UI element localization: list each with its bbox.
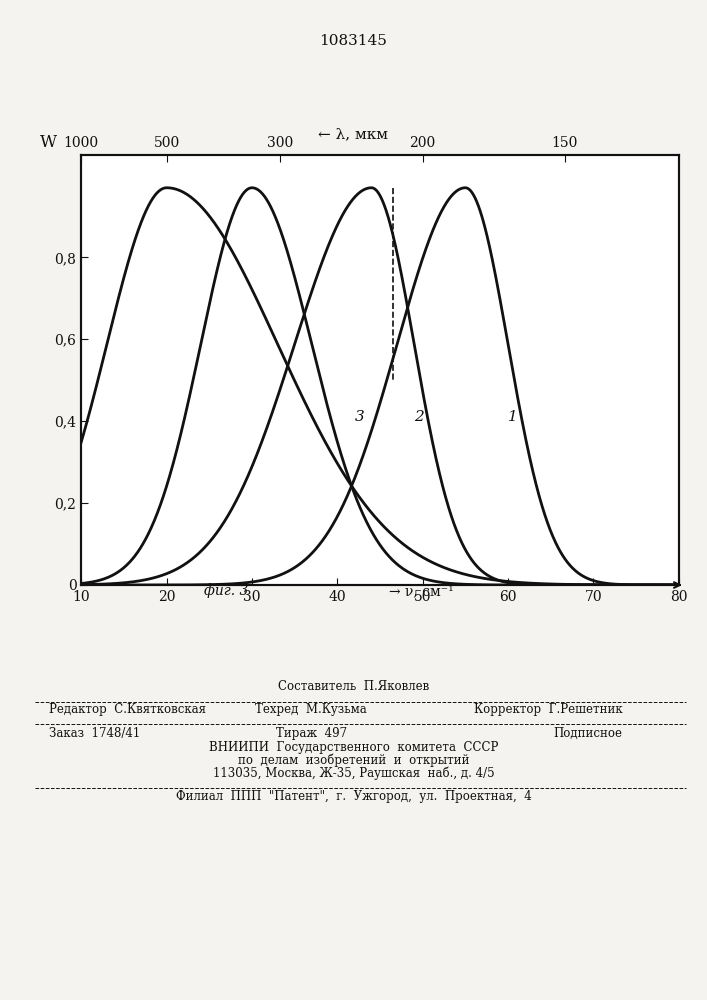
Text: Филиал  ППП  "Патент",  г.  Ужгород,  ул.  Проектная,  4: Филиал ППП "Патент", г. Ужгород, ул. Про… — [175, 790, 532, 803]
Text: по  делам  изобретений  и  открытий: по делам изобретений и открытий — [238, 754, 469, 767]
Text: 3: 3 — [354, 410, 364, 424]
Text: Техред  М.Кузьма: Техред М.Кузьма — [255, 703, 367, 716]
Text: ← λ, мкм: ← λ, мкм — [318, 127, 389, 141]
Text: 1: 1 — [508, 410, 518, 424]
Text: Тираж  497: Тираж 497 — [276, 727, 346, 740]
Text: Редактор  С.Квятковская: Редактор С.Квятковская — [49, 703, 206, 716]
Text: 113035, Москва, Ж-35, Раушская  наб., д. 4/5: 113035, Москва, Ж-35, Раушская наб., д. … — [213, 766, 494, 780]
Text: W: W — [40, 134, 57, 151]
Text: фиг. 3: фиг. 3 — [204, 583, 248, 598]
Text: 2: 2 — [414, 410, 424, 424]
Text: Заказ  1748/41: Заказ 1748/41 — [49, 727, 141, 740]
Text: ВНИИПИ  Государственного  комитета  СССР: ВНИИПИ Государственного комитета СССР — [209, 741, 498, 754]
Text: Составитель  П.Яковлев: Составитель П.Яковлев — [278, 680, 429, 693]
Text: Подписное: Подписное — [553, 727, 622, 740]
Text: Корректор  Г.Решетник: Корректор Г.Решетник — [474, 703, 622, 716]
Text: 1083145: 1083145 — [320, 34, 387, 48]
Text: → ν, см⁻¹: → ν, см⁻¹ — [389, 584, 453, 598]
